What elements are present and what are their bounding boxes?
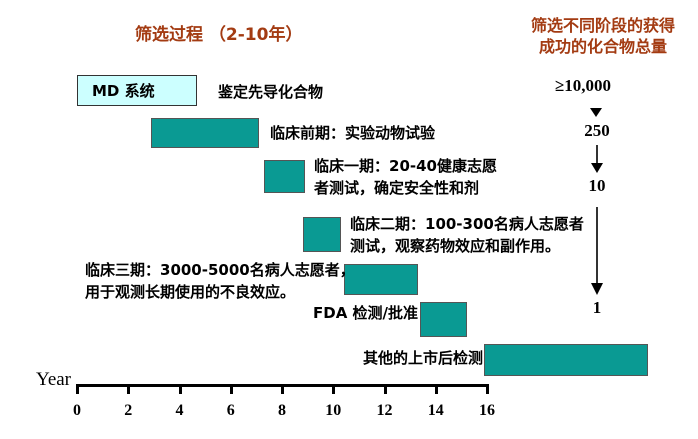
axis-tick-label: 12 [376, 402, 393, 419]
funnel-title-line1: 筛选不同阶段的获得 [530, 16, 675, 35]
axis-tick-label: 4 [175, 402, 184, 419]
stage-bar-fda-review [420, 302, 467, 337]
stage-label-lead-identification: 鉴定先导化合物 [218, 83, 324, 101]
md-system-box: MD 系统 [77, 75, 198, 106]
axis-title: Year [36, 369, 72, 390]
count-initial-compounds: ≥10,000 [554, 76, 612, 95]
axis-tick-label: 6 [226, 402, 235, 419]
down-arrow-icon [590, 108, 602, 117]
count-preclinical: 250 [584, 121, 610, 140]
axis-tick [127, 387, 131, 394]
axis-tick [486, 387, 489, 394]
stage-label-phase2: 临床二期：100-300名病人志愿者 测试，观察药物效应和副作用。 [350, 215, 584, 255]
stage-label-fda-review: FDA 检测/批准 [313, 304, 419, 322]
stage-label-phase3: 临床三期：3000-5000名病人志愿者， 用于观测长期使用的不良效应。 [85, 261, 355, 301]
funnel-title: 筛选不同阶段的获得 成功的化合物总量 [508, 15, 698, 57]
year-axis-line [76, 384, 489, 387]
process-title: 筛选过程 （2-10年） [135, 25, 303, 45]
count-phase1: 10 [588, 176, 606, 195]
axis-tick [332, 387, 336, 394]
axis-tick-label: 8 [278, 402, 286, 419]
axis-tick-label: 2 [124, 402, 133, 419]
stage-bar-phase3 [343, 264, 418, 295]
axis-tick [76, 387, 79, 394]
funnel-title-line2: 成功的化合物总量 [538, 37, 667, 56]
down-arrow-icon [591, 145, 603, 173]
axis-tick [434, 387, 438, 394]
axis-tick-label: 10 [325, 402, 342, 419]
stage-label-post-market: 其他的上市后检测 [363, 349, 484, 367]
count-fda: 1 [592, 298, 602, 317]
stage-label-preclinical: 临床前期：实验动物试验 [270, 124, 436, 142]
axis-tick-label: 16 [479, 402, 495, 419]
md-system-box-label: MD 系统 [92, 82, 155, 100]
axis-tick-label: 14 [427, 402, 444, 419]
stage-bar-phase1 [264, 160, 306, 193]
down-arrow-icon [591, 207, 603, 295]
axis-tick [229, 387, 233, 394]
axis-tick [383, 387, 387, 394]
stage-label-phase1: 临床一期：20-40健康志愿 者测试，确定安全性和剂 [314, 157, 497, 197]
axis-tick [281, 387, 284, 394]
axis-tick-label: 0 [73, 402, 81, 419]
stage-bar-phase2 [302, 217, 341, 252]
axis-tick [178, 387, 182, 394]
stage-bar-preclinical [151, 118, 259, 148]
stage-bar-post-market [484, 344, 649, 376]
